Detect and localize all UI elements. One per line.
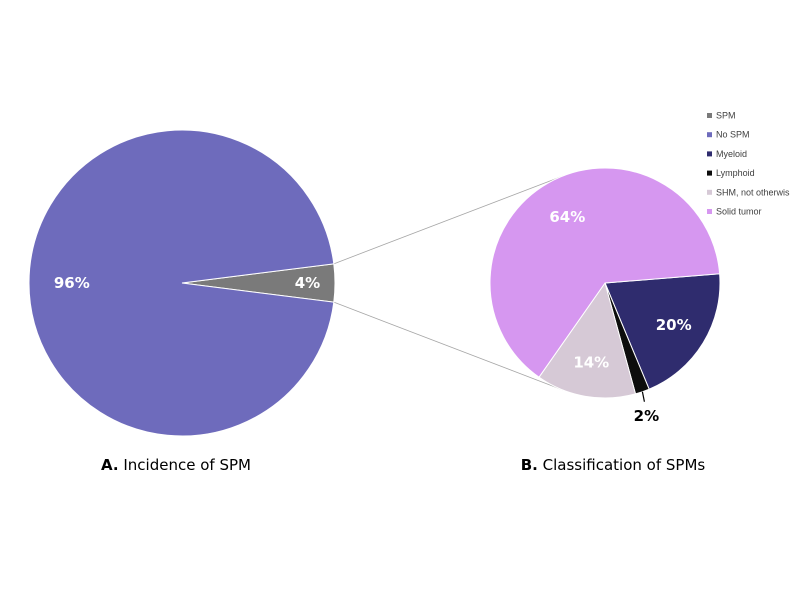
legend-label-no-spm: No SPM: [716, 130, 750, 140]
pie-slice-solid-tumor: [489, 167, 721, 378]
caption-b-text: Classification of SPMs: [538, 456, 706, 474]
pie-slice-shm-not-otherwis: [538, 281, 637, 399]
data-label-shm-not-otherwis: 14%: [573, 353, 609, 371]
caption-b-letter: B.: [521, 456, 538, 474]
pie-chart-incidence: [28, 129, 336, 437]
legend-label-solid-tumor: Solid tumor: [716, 207, 762, 217]
data-label-myeloid: 20%: [656, 316, 692, 334]
legend-swatch-shm-not-otherwis: [707, 189, 712, 195]
legend: SPM No SPM Myeloid Lymphoid SHM, not otherwi…: [707, 111, 790, 217]
legend-label-shm-not-otherwis: SHM, not otherwis: [716, 187, 790, 197]
leader-line-lymphoid: [641, 391, 645, 402]
legend-label-spm: SPM: [716, 111, 736, 121]
connector-line-top: [333, 175, 563, 265]
legend-label-myeloid: Myeloid: [716, 149, 747, 159]
caption-a-letter: A.: [101, 456, 119, 474]
connector-line-bottom: [333, 301, 563, 391]
legend-swatch-myeloid: [707, 151, 712, 157]
connector-lines: [333, 175, 563, 391]
legend-swatch-spm: [707, 113, 712, 118]
legend-swatch-no-spm: [707, 132, 712, 138]
percentage-labels: 4% 96% 20% 2% 14% 64%: [54, 208, 692, 425]
data-label-lymphoid: 2%: [634, 407, 659, 425]
caption-a-text: Incidence of SPM: [119, 456, 251, 474]
data-label-solid-tumor: 64%: [549, 208, 585, 226]
legend-swatch-solid-tumor: [707, 209, 712, 214]
pie-slice-myeloid: [604, 273, 721, 390]
pie-slice-no-spm: [28, 129, 335, 437]
pie-chart-classification: [489, 167, 721, 399]
caption-b: B. Classification of SPMs: [521, 456, 706, 474]
data-label-spm: 4%: [295, 274, 320, 292]
legend-swatch-lymphoid: [707, 170, 712, 176]
data-label-no-spm: 96%: [54, 274, 90, 292]
legend-label-lymphoid: Lymphoid: [716, 168, 755, 178]
caption-a: A. Incidence of SPM: [101, 456, 251, 474]
